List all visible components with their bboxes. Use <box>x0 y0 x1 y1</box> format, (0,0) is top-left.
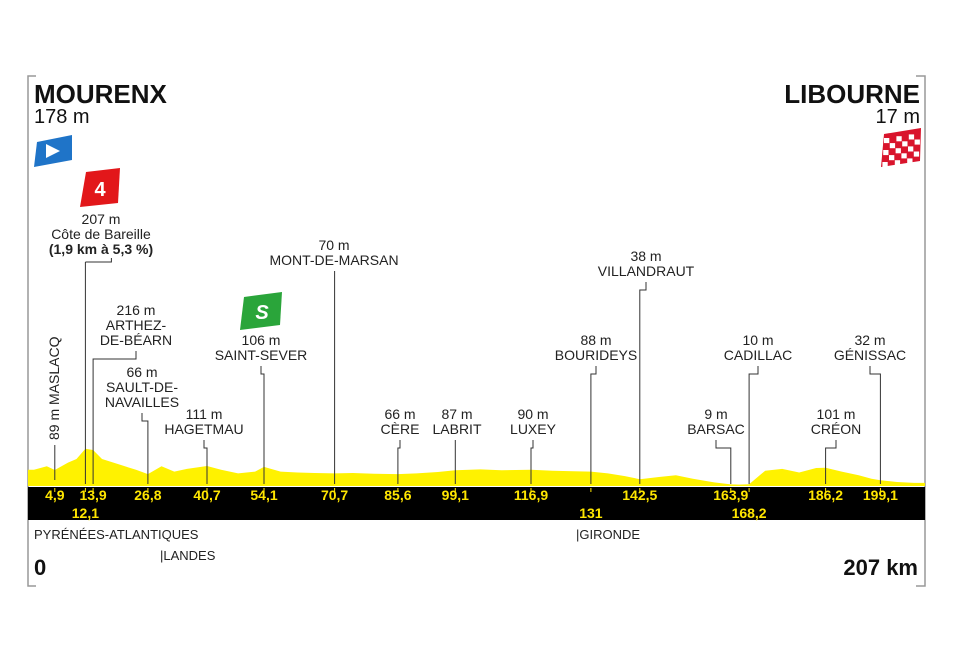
start-city: MOURENX <box>34 79 168 109</box>
place-name: MASLACQ <box>46 336 62 405</box>
region-landes: |LANDES <box>160 548 216 563</box>
place-name: LABRIT <box>432 421 481 437</box>
place-altitude: 9 m <box>704 406 727 422</box>
place-name: BARSAC <box>687 421 745 437</box>
place-label-vertical: 89 m MASLACQ <box>46 336 62 440</box>
start-altitude: 178 m <box>34 106 90 128</box>
leader-line <box>85 258 112 263</box>
climb-name: Côte de Bareille <box>51 226 151 242</box>
place-altitude: 89 m <box>46 405 62 440</box>
km-label: 12,1 <box>72 505 99 521</box>
distance-total: 207 km <box>843 555 918 580</box>
frame-corners <box>27 75 926 587</box>
place-altitude: 216 m <box>117 302 156 318</box>
place-name: SAULT-DE- <box>106 379 178 395</box>
place-name: CRÉON <box>811 421 862 437</box>
leader-line <box>260 366 265 484</box>
km-label: 4,9 <box>45 487 65 503</box>
place-altitude: 70 m <box>318 237 349 253</box>
distance-start: 0 <box>34 555 46 580</box>
leader-line <box>869 366 881 484</box>
km-label: 163,9 <box>713 487 748 503</box>
leader-line <box>203 440 208 484</box>
climb-detail: (1,9 km à 5,3 %) <box>49 241 153 257</box>
km-label: 99,1 <box>442 487 469 503</box>
leader-lines <box>54 258 881 484</box>
climb-category: 4 <box>94 179 106 201</box>
km-label: 54,1 <box>250 487 277 503</box>
km-label: 168,2 <box>732 505 767 521</box>
km-label: 40,7 <box>193 487 220 503</box>
km-label: 26,8 <box>134 487 161 503</box>
finish-flag-icon <box>881 128 921 168</box>
place-altitude: 106 m <box>242 332 281 348</box>
place-altitude: 66 m <box>384 406 415 422</box>
place-name: SAINT-SEVER <box>215 347 308 363</box>
place-altitude: 32 m <box>854 332 885 348</box>
km-label: 131 <box>579 505 603 521</box>
km-label: 13,9 <box>79 487 106 503</box>
leader-line <box>715 440 732 484</box>
leader-line <box>825 440 837 484</box>
place-name: ARTHEZ- <box>106 317 167 333</box>
km-label: 116,9 <box>514 487 548 503</box>
place-altitude: 38 m <box>630 248 661 264</box>
place-altitude: 101 m <box>817 406 856 422</box>
km-label: 186,2 <box>808 487 843 503</box>
region-gironde: |GIRONDE <box>576 527 640 542</box>
leader-line <box>530 440 534 484</box>
place-altitude: 10 m <box>742 332 773 348</box>
place-name: CADILLAC <box>724 347 792 363</box>
place-name: HAGETMAU <box>164 421 243 437</box>
leader-line <box>397 440 401 484</box>
place-name: LUXEY <box>510 421 557 437</box>
climb-badge-icon: 4 <box>80 168 120 207</box>
km-label: 70,7 <box>321 487 348 503</box>
place-altitude: 87 m <box>441 406 472 422</box>
leader-line <box>590 366 597 484</box>
sprint-badge-icon: S <box>240 292 282 330</box>
km-markers: 4,9 12,1 13,9 26,8 40,7 54,1 70,7 85,6 99,1 116,9… <box>45 487 898 521</box>
climb-altitude: 207 m <box>82 211 121 227</box>
place-altitude: 111 m <box>186 406 223 422</box>
region-pyrenees: PYRÉNÉES-ATLANTIQUES <box>34 527 199 542</box>
place-name: GÉNISSAC <box>834 347 906 363</box>
leader-line <box>748 366 759 484</box>
sprint-symbol: S <box>255 302 269 324</box>
finish-city: LIBOURNE <box>784 79 920 109</box>
finish-altitude: 17 m <box>876 106 920 128</box>
km-label: 85,6 <box>384 487 411 503</box>
place-name: NAVAILLES <box>105 394 179 410</box>
elevation-profile-area <box>28 448 925 486</box>
leader-line <box>92 351 137 484</box>
km-band <box>28 487 925 520</box>
place-name: VILLANDRAUT <box>598 263 695 279</box>
km-label: 142,5 <box>622 487 657 503</box>
leader-line <box>639 282 647 484</box>
km-label: 199,1 <box>863 487 898 503</box>
place-name: MONT-DE-MARSAN <box>269 252 398 268</box>
place-altitude: 90 m <box>517 406 548 422</box>
place-name: DE-BÉARN <box>100 332 172 348</box>
start-flag-icon <box>34 135 72 167</box>
place-altitude: 66 m <box>126 364 157 380</box>
place-altitude: 88 m <box>580 332 611 348</box>
leader-line <box>141 413 149 484</box>
place-name: BOURIDEYS <box>555 347 637 363</box>
place-name: CÈRE <box>381 421 420 437</box>
